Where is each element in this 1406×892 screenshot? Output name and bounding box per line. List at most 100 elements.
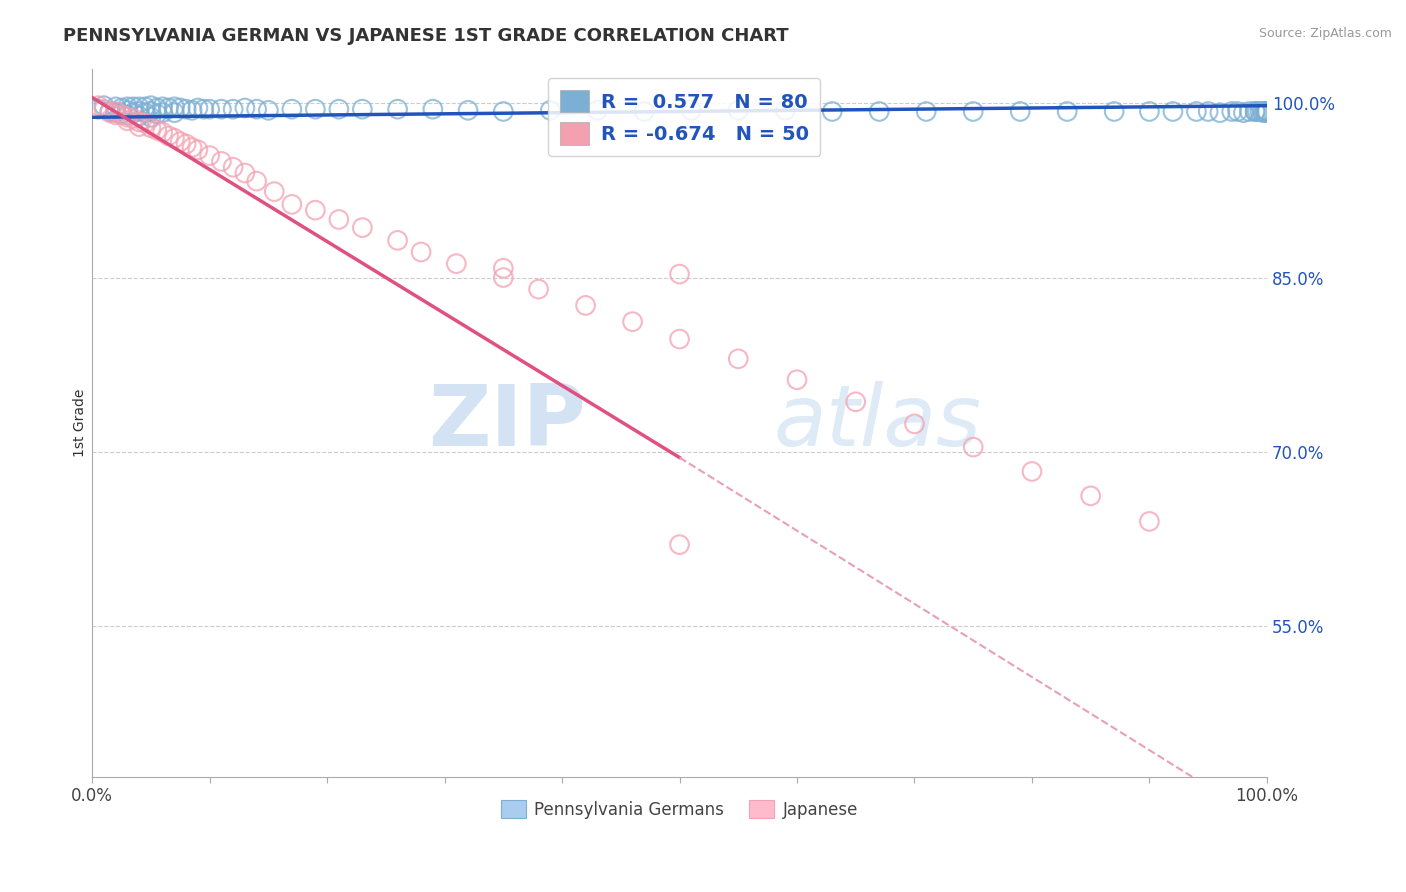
Point [387, 102, 409, 116]
Point [146, 107, 169, 121]
Point [117, 108, 139, 122]
Point [98, 104, 121, 119]
Point [246, 174, 269, 188]
Point [1010, 104, 1032, 119]
Point [163, 131, 186, 145]
Point [198, 102, 221, 116]
Point [633, 104, 655, 119]
Point [169, 135, 191, 149]
Point [411, 245, 433, 260]
Point [492, 261, 515, 276]
Point [281, 197, 304, 211]
Point [122, 112, 145, 126]
Point [110, 107, 132, 121]
Point [915, 104, 938, 119]
Point [163, 100, 186, 114]
Point [134, 105, 156, 120]
Point [1139, 515, 1161, 529]
Point [903, 417, 925, 431]
Point [1232, 105, 1254, 120]
Point [104, 105, 127, 120]
Point [128, 100, 150, 114]
Point [1244, 104, 1267, 119]
Point [233, 166, 256, 180]
Text: ZIP: ZIP [427, 381, 585, 464]
Point [222, 160, 245, 174]
Point [1256, 104, 1278, 119]
Point [117, 113, 139, 128]
Point [574, 298, 596, 312]
Point [139, 104, 162, 119]
Point [786, 373, 808, 387]
Point [281, 102, 304, 116]
Point [446, 257, 468, 271]
Point [117, 103, 139, 118]
Point [1251, 104, 1274, 119]
Point [1239, 104, 1261, 119]
Point [157, 128, 180, 143]
Point [93, 98, 115, 112]
Point [134, 100, 156, 114]
Point [387, 233, 409, 247]
Point [104, 100, 127, 114]
Point [1254, 105, 1277, 120]
Point [668, 332, 690, 346]
Point [1254, 104, 1277, 119]
Point [198, 148, 221, 162]
Y-axis label: 1st Grade: 1st Grade [73, 389, 87, 457]
Point [1253, 105, 1275, 120]
Point [222, 102, 245, 116]
Point [193, 102, 215, 116]
Point [586, 103, 609, 118]
Point [157, 101, 180, 115]
Point [139, 110, 162, 124]
Point [492, 104, 515, 119]
Point [1249, 104, 1271, 119]
Point [352, 102, 374, 116]
Point [110, 108, 132, 122]
Point [122, 100, 145, 114]
Point [328, 102, 350, 116]
Point [621, 315, 644, 329]
Point [104, 108, 127, 122]
Point [128, 104, 150, 119]
Point [1256, 104, 1278, 119]
Point [98, 105, 121, 120]
Point [962, 440, 984, 454]
Point [139, 98, 162, 112]
Point [457, 103, 479, 118]
Point [681, 103, 703, 118]
Point [492, 270, 515, 285]
Point [668, 267, 690, 281]
Point [152, 125, 174, 139]
Point [174, 102, 197, 116]
Point [1244, 104, 1267, 119]
Legend: Pennsylvania Germans, Japanese: Pennsylvania Germans, Japanese [495, 793, 865, 825]
Point [128, 109, 150, 123]
Point [727, 103, 749, 118]
Point [152, 105, 174, 120]
Text: PENNSYLVANIA GERMAN VS JAPANESE 1ST GRADE CORRELATION CHART: PENNSYLVANIA GERMAN VS JAPANESE 1ST GRAD… [63, 27, 789, 45]
Point [87, 98, 110, 112]
Point [1139, 104, 1161, 119]
Point [1021, 465, 1043, 479]
Point [139, 120, 162, 135]
Point [527, 282, 550, 296]
Point [304, 102, 326, 116]
Point [209, 154, 232, 169]
Point [328, 212, 350, 227]
Point [1226, 104, 1249, 119]
Point [1220, 104, 1243, 119]
Point [1185, 104, 1208, 119]
Point [181, 103, 204, 118]
Point [146, 101, 169, 115]
Point [122, 105, 145, 120]
Point [538, 103, 561, 118]
Point [233, 101, 256, 115]
Point [187, 101, 209, 115]
Point [87, 102, 110, 116]
Point [1197, 104, 1219, 119]
Point [304, 203, 326, 218]
Point [209, 102, 232, 116]
Point [146, 123, 169, 137]
